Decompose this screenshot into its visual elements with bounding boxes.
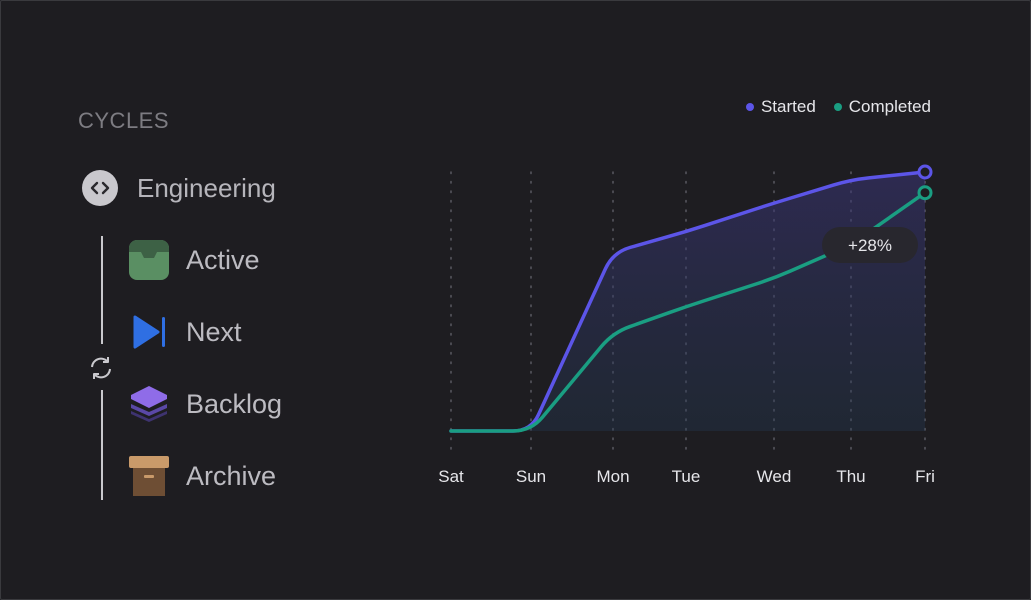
- play-next-icon: [128, 311, 170, 353]
- x-tick-label: Tue: [672, 467, 701, 486]
- team-label: Engineering: [137, 172, 276, 203]
- legend-dot: [833, 103, 842, 111]
- legend-started: Started: [745, 97, 816, 117]
- cycle-item-label: Backlog: [186, 388, 283, 419]
- chart-legend: Started Completed: [745, 97, 931, 117]
- inbox-tray-icon: [128, 239, 170, 281]
- line-chart: +28% Sat Sun Mon Tue Wed Thu Fri: [438, 164, 935, 486]
- team-engineering[interactable]: Engineering: [82, 170, 276, 206]
- annotation-pill: [822, 227, 918, 263]
- area-fill: [451, 172, 925, 431]
- cycle-item-next[interactable]: Next: [128, 311, 242, 353]
- series-endpoint-completed: [917, 185, 933, 201]
- series-endpoint-started: [917, 164, 933, 180]
- archive-box-icon: [128, 455, 170, 497]
- tree-line-top: [101, 236, 103, 344]
- cycle-item-archive[interactable]: Archive: [128, 455, 276, 497]
- cycle-item-label: Next: [186, 316, 242, 347]
- tree-line-bottom: [101, 390, 103, 500]
- x-tick-label: Mon: [596, 467, 629, 486]
- series-line-started: [449, 170, 927, 433]
- cycle-item-active[interactable]: Active: [128, 239, 260, 281]
- legend-completed: Completed: [833, 97, 931, 117]
- chart-area: Started Completed +28% Sat Sun Mon Tue Wed Thu…: [400, 0, 1031, 600]
- legend-label: Completed: [848, 97, 931, 116]
- x-tick-label: Sat: [438, 467, 464, 486]
- cycle-item-backlog[interactable]: Backlog: [128, 383, 282, 425]
- cycle-item-label: Active: [186, 244, 260, 275]
- x-tick-label: Wed: [757, 467, 792, 486]
- refresh-icon: [91, 357, 111, 379]
- legend-label: Started: [760, 97, 816, 116]
- stack-layers-icon: [128, 383, 170, 425]
- section-title: CYCLES: [78, 108, 170, 133]
- annotation-label: +28%: [848, 236, 892, 255]
- legend-dot: [745, 103, 754, 111]
- cycle-item-label: Archive: [186, 460, 277, 491]
- code-brackets-icon: [82, 170, 118, 206]
- x-tick-label: Thu: [836, 467, 865, 486]
- cycles-sidebar: CYCLES Engineering Active: [0, 0, 400, 600]
- x-tick-label: Fri: [915, 467, 935, 486]
- x-tick-label: Sun: [516, 467, 546, 486]
